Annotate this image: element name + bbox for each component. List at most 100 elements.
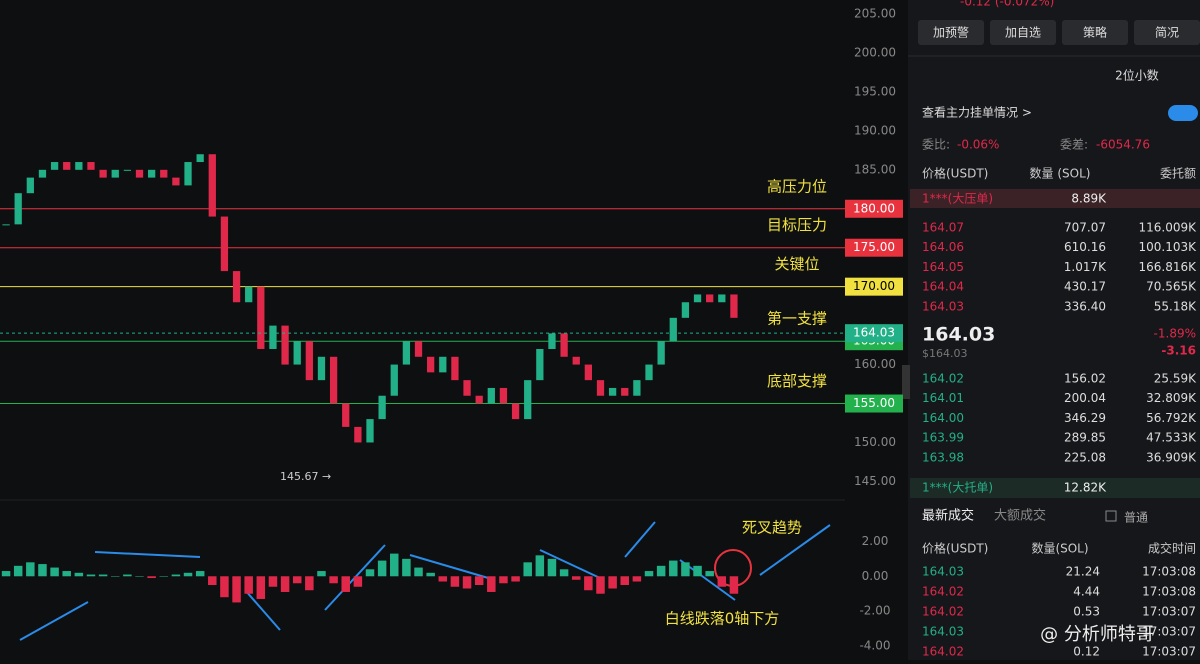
panel-text: 委比:: [922, 138, 950, 152]
panel-text: 610.16: [1064, 240, 1106, 254]
panel-text: 2位小数: [1115, 68, 1159, 83]
macd-bar: [474, 576, 484, 585]
panel-text: 225.08: [1064, 450, 1106, 464]
macd-bar: [390, 553, 399, 577]
candle: [63, 162, 71, 170]
panel-text: 21.24: [1066, 565, 1100, 579]
y-tick-label: 190.00: [854, 123, 896, 137]
candle: [111, 169, 119, 178]
panel-text: 数量(SOL): [1031, 541, 1088, 556]
panel-text: 70.565K: [1146, 280, 1197, 294]
macd-bar: [329, 576, 338, 584]
panel-text: 164.07: [922, 221, 964, 235]
candle: [172, 177, 180, 186]
candle: [14, 193, 22, 225]
panel-text: -0.12 (-0.072%): [960, 0, 1054, 9]
button[interactable]: [1062, 20, 1128, 45]
candle: [657, 341, 665, 365]
candle: [548, 333, 556, 349]
panel-text: -1.89%: [1154, 327, 1196, 341]
candle: [681, 302, 690, 318]
checkbox[interactable]: [1105, 510, 1117, 522]
macd-bar: [644, 571, 654, 577]
panel-text: 委托额: [1160, 167, 1196, 181]
candle: [378, 395, 386, 420]
panel-text: 163.98: [922, 450, 964, 464]
panel-text: 164.05: [922, 260, 964, 274]
macd-bar: [38, 564, 47, 577]
candle: [305, 341, 313, 381]
panel-text: 成交时间: [1148, 541, 1196, 556]
candle: [536, 348, 544, 381]
macd-bar: [244, 576, 253, 594]
macd-bar: [256, 576, 266, 599]
panel-text: 12.82K: [1064, 481, 1107, 495]
macd-bar: [135, 576, 144, 577]
big-row: [910, 478, 1200, 498]
candle: [123, 169, 132, 171]
candle: [75, 162, 83, 170]
panel-text: 价格(USDT): [922, 541, 988, 556]
macd-bar: [632, 576, 642, 582]
macd-bar: [487, 576, 496, 592]
macd-bar: [656, 565, 666, 577]
annotation: 白线跌落0轴下方: [665, 610, 780, 628]
candle: [669, 317, 677, 342]
candle: [499, 387, 508, 404]
panel-text: 1***(大压单): [922, 192, 993, 206]
candle: [706, 294, 714, 303]
level-label: 170.00: [853, 279, 895, 293]
panel-text: 加自选: [1005, 26, 1041, 40]
candle: [693, 294, 702, 303]
macd-bar: [571, 576, 581, 580]
candle: [572, 356, 580, 365]
panel-text: 200.04: [1064, 391, 1106, 405]
button[interactable]: [918, 20, 984, 45]
candle: [196, 154, 204, 163]
candle: [232, 271, 241, 303]
candle: [475, 395, 483, 404]
candle: [608, 387, 617, 396]
panel-text: 346.29: [1064, 411, 1106, 425]
macd-bar: [208, 576, 217, 585]
panel-text: 156.02: [1064, 372, 1106, 386]
candle: [184, 162, 192, 186]
macd-tick-label: 0.00: [862, 569, 889, 583]
panel-text: 164.02: [922, 372, 964, 386]
button[interactable]: [990, 20, 1056, 45]
panel-text: 17:03:07: [1142, 605, 1196, 619]
panel-text: 17:03:07: [1142, 645, 1196, 659]
candle: [208, 154, 216, 217]
panel-text: 25.59K: [1154, 372, 1197, 386]
candle: [560, 333, 568, 357]
macd-tick-label: -2.00: [859, 604, 890, 618]
macd-bar: [1, 571, 11, 577]
level-note: 目标压力: [767, 216, 827, 234]
panel-text: $164.03: [922, 347, 968, 360]
macd-bar: [232, 576, 241, 603]
panel-text: 0.53: [1073, 605, 1100, 619]
panel-text: 策略: [1083, 25, 1107, 40]
y-tick-label: 145.00: [854, 474, 896, 488]
macd-bar: [183, 572, 193, 577]
panel-text: 17:03:08: [1142, 565, 1196, 579]
toggle[interactable]: [1168, 105, 1198, 121]
candle: [596, 380, 605, 396]
panel-text: 47.533K: [1146, 431, 1197, 445]
panel-text: 大额成交: [994, 508, 1046, 524]
button[interactable]: [1134, 20, 1200, 45]
panel-text: 32.809K: [1146, 391, 1197, 405]
macd-bar: [220, 576, 229, 598]
panel-text: 164.01: [922, 391, 964, 405]
y-tick-label: 150.00: [854, 435, 896, 449]
macd-bar: [669, 560, 678, 577]
panel-text: 164.06: [922, 240, 964, 254]
level-box: [845, 394, 903, 413]
macd-bar: [195, 571, 205, 577]
macd-bar: [426, 572, 435, 577]
macd-bar: [268, 576, 278, 587]
candle: [730, 294, 738, 318]
y-tick-label: 205.00: [854, 7, 896, 21]
level-note: 高压力位: [767, 177, 827, 195]
candle: [463, 380, 471, 396]
